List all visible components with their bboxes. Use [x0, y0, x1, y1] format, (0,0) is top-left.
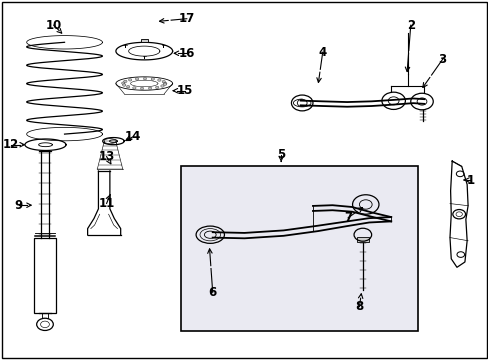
- Text: 9: 9: [15, 199, 22, 212]
- Bar: [356, 237, 368, 242]
- Text: 3: 3: [438, 53, 446, 66]
- Circle shape: [161, 85, 164, 87]
- Text: 12: 12: [2, 138, 19, 151]
- Text: 17: 17: [178, 12, 195, 25]
- Bar: [34, 238, 56, 313]
- Circle shape: [163, 83, 166, 85]
- Text: 11: 11: [98, 197, 115, 210]
- Circle shape: [132, 87, 136, 89]
- Circle shape: [148, 87, 151, 90]
- Text: 15: 15: [176, 84, 193, 97]
- Circle shape: [157, 79, 161, 81]
- Circle shape: [151, 78, 154, 80]
- Bar: [141, 39, 147, 42]
- Circle shape: [123, 80, 127, 82]
- Text: 2: 2: [406, 19, 414, 32]
- Text: 6: 6: [208, 286, 216, 299]
- Circle shape: [126, 85, 130, 88]
- Circle shape: [135, 78, 139, 80]
- Circle shape: [122, 84, 126, 86]
- Text: 8: 8: [355, 300, 363, 313]
- Circle shape: [122, 82, 125, 85]
- Bar: [181, 166, 417, 331]
- Text: 7: 7: [344, 211, 351, 224]
- Text: 1: 1: [466, 174, 473, 186]
- Circle shape: [155, 86, 159, 89]
- Circle shape: [163, 82, 166, 85]
- Text: 4: 4: [318, 46, 326, 59]
- Text: 10: 10: [45, 19, 62, 32]
- Text: 16: 16: [178, 47, 195, 60]
- Text: 5: 5: [277, 148, 285, 161]
- Circle shape: [143, 77, 146, 80]
- Circle shape: [128, 78, 132, 81]
- Text: 14: 14: [124, 130, 141, 143]
- Circle shape: [162, 80, 165, 83]
- Circle shape: [140, 87, 143, 90]
- Text: 13: 13: [98, 150, 115, 163]
